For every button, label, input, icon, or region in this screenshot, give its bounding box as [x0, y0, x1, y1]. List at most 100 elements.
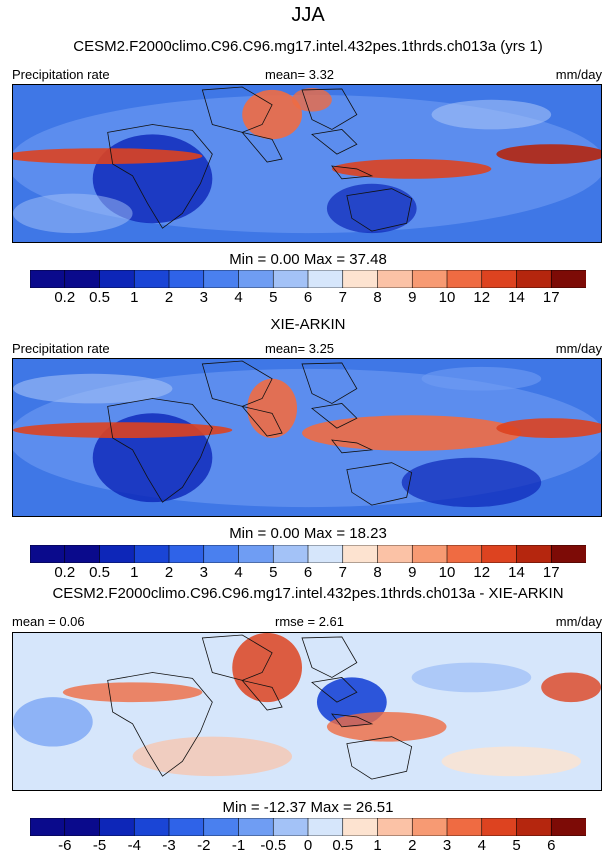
colorbar-swatch — [99, 818, 136, 836]
colorbar-swatch — [481, 270, 518, 288]
colorbar-swatch — [342, 818, 379, 836]
colorbar-swatch — [168, 270, 205, 288]
colorbar-swatch — [133, 270, 170, 288]
colorbar-swatch — [411, 818, 448, 836]
colorbar-swatch — [307, 270, 344, 288]
field-region — [431, 99, 552, 130]
colorbar-tick-label: 7 — [338, 289, 347, 306]
field-region — [326, 711, 447, 742]
colorbar-tick-label: 5 — [512, 837, 521, 854]
colorbar-tick-label: 1 — [373, 837, 382, 854]
field-region — [421, 366, 542, 391]
field-region — [62, 682, 203, 703]
panel1-colorbar — [30, 270, 586, 288]
panel2-right-label: mm/day — [555, 341, 602, 356]
panel2-minmax: Min = 0.00 Max = 18.23 — [229, 525, 387, 542]
coastline — [301, 362, 358, 404]
coastline — [201, 86, 273, 133]
colorbar-tick-label: 9 — [408, 564, 417, 581]
colorbar-swatch — [238, 545, 275, 563]
coastline — [346, 462, 413, 506]
colorbar-tick-label: 0.2 — [54, 564, 76, 581]
colorbar-tick-label: -0.5 — [260, 837, 287, 854]
colorbar-tick-label: -5 — [92, 837, 107, 854]
coastline — [331, 165, 374, 180]
colorbar-tick-label: 0.5 — [89, 289, 110, 306]
colorbar-tick-label: -1 — [231, 837, 246, 854]
colorbar-tick-label: 12 — [473, 289, 491, 306]
panel3-center-label: rmse = 2.61 — [275, 614, 345, 629]
colorbar-swatch — [272, 818, 309, 836]
panel1-center-label: mean= 3.32 — [265, 67, 335, 82]
colorbar-swatch — [168, 545, 205, 563]
colorbar-tick-label: 3 — [199, 564, 208, 581]
panel1-minmax: Min = 0.00 Max = 37.48 — [229, 251, 387, 268]
field-region — [401, 457, 542, 508]
colorbar-swatch — [307, 818, 344, 836]
panel3-minmax: Min = -12.37 Max = 26.51 — [222, 799, 394, 816]
panel2-center-label: mean= 3.25 — [265, 341, 335, 356]
colorbar-swatch — [307, 545, 344, 563]
colorbar-swatch — [133, 545, 170, 563]
colorbar-tick-label: 9 — [408, 289, 417, 306]
colorbar-swatch — [272, 270, 309, 288]
coastline — [301, 636, 358, 678]
colorbar-swatch — [168, 818, 205, 836]
colorbar-swatch — [481, 818, 518, 836]
colorbar-swatch — [99, 545, 136, 563]
colorbar-swatch — [377, 545, 414, 563]
colorbar-swatch — [99, 270, 136, 288]
colorbar-tick-label: -2 — [197, 837, 211, 854]
coastline — [107, 672, 213, 777]
panel1-title: CESM2.F2000climo.C96.C96.mg17.intel.432p… — [73, 38, 543, 55]
coastline — [301, 88, 358, 130]
coastline — [201, 634, 273, 681]
colorbar-swatch — [516, 545, 553, 563]
panel3-map — [12, 632, 602, 791]
colorbar-swatch — [203, 818, 240, 836]
colorbar-tick-label: 8 — [373, 564, 382, 581]
coastline — [331, 439, 374, 454]
colorbar-swatch — [30, 270, 66, 288]
colorbar-tick-label: 17 — [542, 289, 560, 306]
colorbar-swatch — [550, 270, 586, 288]
colorbar-tick-label: 3 — [442, 837, 452, 854]
coastline — [241, 131, 283, 163]
colorbar-swatch — [550, 818, 586, 836]
field-region — [13, 373, 173, 404]
field-region — [232, 633, 303, 703]
colorbar-tick-label: 2 — [164, 564, 174, 581]
colorbar-swatch — [516, 818, 553, 836]
colorbar-tick-label: 5 — [269, 289, 278, 306]
colorbar-tick-label: 8 — [373, 289, 382, 306]
field-region — [331, 159, 492, 179]
colorbar-tick-label: 0.2 — [54, 289, 76, 306]
colorbar-swatch — [203, 545, 240, 563]
coastline — [346, 736, 413, 780]
coastline — [241, 679, 283, 711]
colorbar-tick-label: 12 — [473, 564, 491, 581]
field-region — [247, 378, 298, 438]
field-region — [302, 415, 522, 451]
colorbar-swatch — [411, 270, 448, 288]
panel1-map — [12, 84, 602, 243]
panel1-right-label: mm/day — [555, 67, 602, 82]
colorbar-swatch — [30, 545, 66, 563]
colorbar-swatch — [30, 818, 66, 836]
colorbar-swatch — [446, 270, 483, 288]
colorbar-tick-label: 1 — [130, 289, 139, 306]
colorbar-swatch — [238, 270, 275, 288]
colorbar-tick-label: 0 — [303, 837, 313, 854]
colorbar-tick-label: 4 — [477, 837, 486, 854]
coastline — [331, 713, 374, 728]
coastline — [201, 360, 273, 407]
colorbar-swatch — [272, 545, 309, 563]
colorbar-tick-label: 6 — [547, 837, 556, 854]
colorbar-tick-label: 10 — [438, 289, 456, 306]
field-region — [13, 697, 93, 747]
colorbar-swatch — [64, 818, 101, 836]
field-region — [292, 87, 332, 112]
colorbar-swatch — [550, 545, 586, 563]
coastline — [241, 405, 283, 437]
field-region — [242, 89, 303, 140]
